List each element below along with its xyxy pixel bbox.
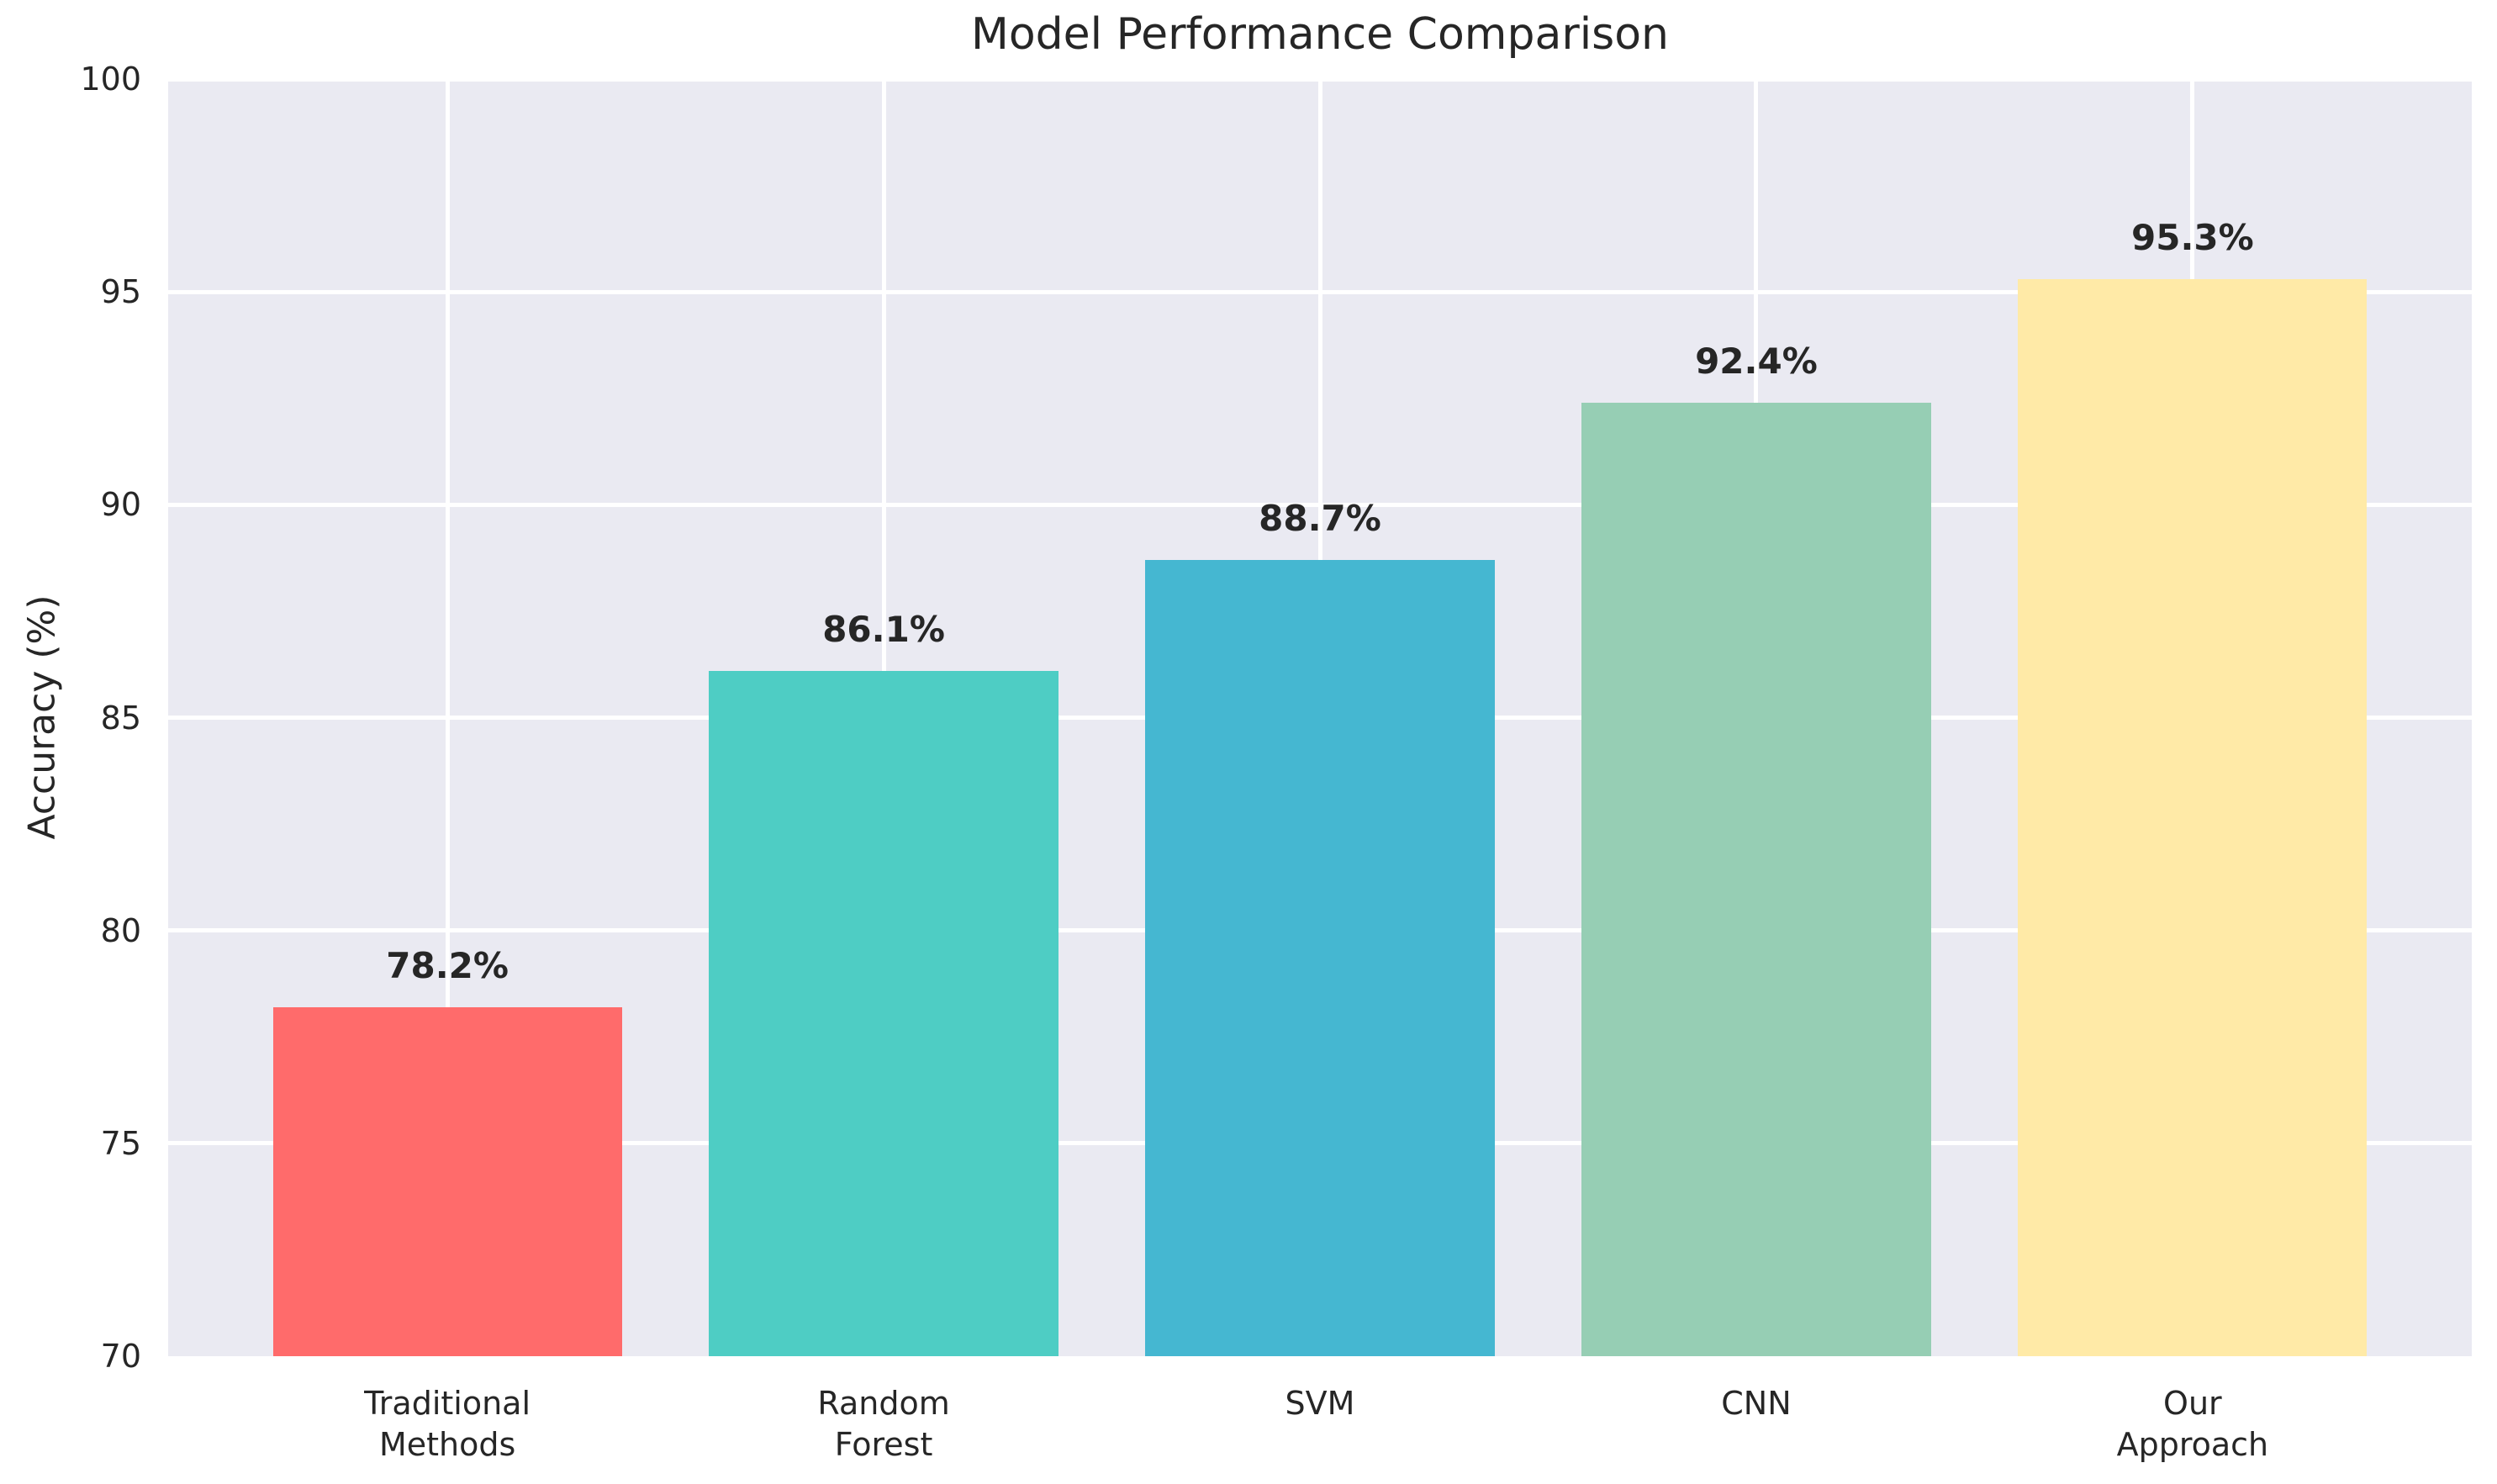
x-tick-cnn: CNN [1721,1385,1792,1422]
v-gridline-traditional-methods [445,79,450,1356]
plot-area: 78.2% 86.1% 88.7% 92.4% 95.3% [168,79,2472,1356]
bar-cnn [1581,402,1931,1356]
bar-svm [1145,560,1495,1356]
y-tick-85: 85 [100,699,141,737]
bar-traditional-methods [272,1006,622,1356]
x-tick-random-forest: Random Forest [817,1385,950,1463]
x-tick-traditional-methods: Traditional Methods [364,1385,531,1463]
y-tick-70: 70 [100,1338,141,1375]
x-tick-our-approach: Our Approach [2116,1385,2269,1463]
value-label-our-approach: 95.3% [2131,216,2254,258]
x-tick-svm: SVM [1285,1385,1355,1422]
y-tick-95: 95 [100,273,141,311]
bar-random-forest [709,670,1058,1356]
y-tick-80: 80 [100,911,141,949]
value-label-cnn: 92.4% [1695,340,1818,382]
value-label-traditional-methods: 78.2% [386,944,509,986]
y-tick-100: 100 [80,61,141,98]
y-tick-75: 75 [100,1124,141,1162]
y-tick-90: 90 [100,486,141,524]
value-label-random-forest: 86.1% [822,608,945,650]
value-label-svm: 88.7% [1259,498,1381,540]
chart-title: Model Performance Comparison [970,9,1670,60]
bar-our-approach [2018,278,2368,1356]
